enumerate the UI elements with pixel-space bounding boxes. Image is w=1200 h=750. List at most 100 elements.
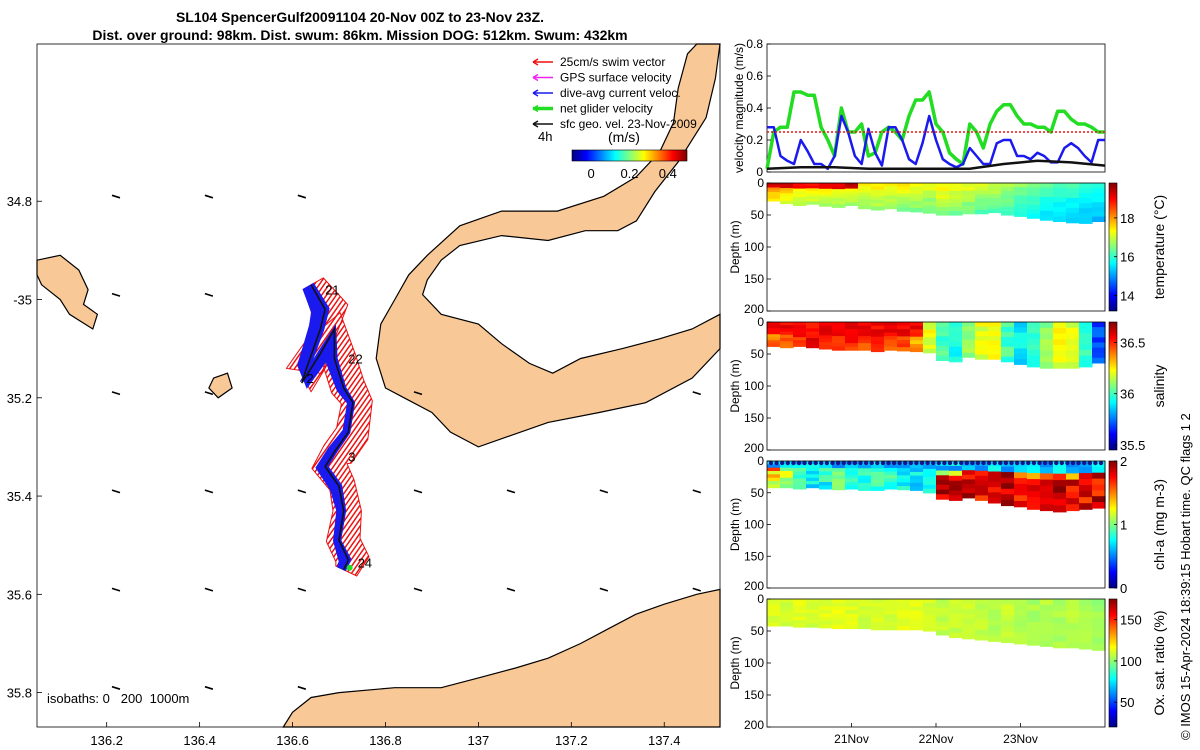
profile-cell xyxy=(1066,641,1080,649)
profile-cell xyxy=(1053,635,1067,643)
profile-cell xyxy=(1027,350,1041,357)
land-wedge-island xyxy=(36,254,99,330)
profile-cell xyxy=(1066,611,1080,618)
profile-cell xyxy=(1040,215,1054,221)
profile-cell xyxy=(1053,473,1067,481)
profile-cell xyxy=(975,490,989,496)
colorbar-oxygen xyxy=(1108,598,1118,728)
profile-cell xyxy=(1040,187,1054,193)
profile-cell xyxy=(845,197,859,201)
profile-cell xyxy=(1092,631,1106,638)
profile-cell xyxy=(1027,213,1041,219)
depth-axis-label: Depth (m) xyxy=(728,220,742,273)
depth-tick-label: 50 xyxy=(751,486,765,500)
profile-cell xyxy=(936,336,950,342)
profile-cell xyxy=(1027,361,1041,368)
surface-sample-dot xyxy=(919,460,925,466)
profile-cell xyxy=(1040,350,1054,358)
profile-cell xyxy=(806,599,820,604)
profile-cell xyxy=(767,187,781,191)
depth-tick-label: 150 xyxy=(744,688,764,702)
surface-sample-dot xyxy=(964,460,969,466)
land-small-island xyxy=(208,372,233,399)
profile-cell xyxy=(1040,192,1054,198)
profile-cell xyxy=(845,624,859,630)
profile-cell xyxy=(832,478,846,484)
map-y-tick-label: 35.6 xyxy=(7,587,32,602)
profile-cell xyxy=(910,336,924,341)
profile-cell xyxy=(910,464,924,469)
profile-cell xyxy=(988,335,1002,342)
profile-cell xyxy=(1053,192,1067,198)
profile-cell xyxy=(1079,642,1093,650)
profile-cell xyxy=(793,185,807,190)
profile-cell xyxy=(819,624,833,629)
profile-cell xyxy=(910,606,924,612)
map-land xyxy=(36,43,721,728)
profile-cell xyxy=(767,183,781,186)
profile-cell xyxy=(1014,348,1028,355)
profile-cell xyxy=(988,354,1002,360)
legend-item-label: net glider velocity xyxy=(560,102,653,116)
profile-cell xyxy=(949,195,963,200)
profile-cell xyxy=(1014,203,1028,209)
profile-cell xyxy=(832,471,846,476)
profile-cell xyxy=(975,624,989,631)
profile-cell xyxy=(1066,327,1080,335)
profile-cell xyxy=(845,343,859,348)
profile-cell xyxy=(1053,467,1067,475)
profile-cell xyxy=(793,468,807,473)
profile-cell xyxy=(1053,322,1067,329)
profile-cell xyxy=(1066,207,1080,214)
profile-cell xyxy=(936,480,950,486)
sfc-velocity-vector xyxy=(692,391,702,396)
profile-cell xyxy=(1001,356,1015,363)
profile-cell xyxy=(1079,218,1093,224)
profile-cell xyxy=(871,599,885,604)
profile-cell xyxy=(1014,604,1028,611)
profile-cell xyxy=(845,332,859,337)
profile-cell xyxy=(832,599,846,604)
profile-cell xyxy=(806,198,820,202)
profile-cell xyxy=(1027,616,1041,623)
profile-cell xyxy=(1079,198,1093,204)
surface-sample-dot xyxy=(808,460,813,466)
profile-cell xyxy=(949,480,963,487)
colorbar-tick-label: 36.5 xyxy=(1120,335,1145,350)
profile-cell xyxy=(936,603,950,609)
profile-cell xyxy=(871,475,885,480)
map-colorbar xyxy=(571,149,688,162)
profile-cell xyxy=(1027,344,1041,351)
profile-cell xyxy=(1001,211,1015,216)
profile-cell xyxy=(1092,478,1106,486)
profile-cell xyxy=(845,485,859,490)
profile-cell xyxy=(1014,472,1028,479)
profile-cell xyxy=(923,205,937,210)
profile-cell xyxy=(1014,327,1028,334)
profile-cell xyxy=(936,350,950,357)
map-x-tick-label: 136.4 xyxy=(183,733,216,748)
profile-cell xyxy=(806,471,820,475)
profile-cell xyxy=(1079,344,1093,351)
map-x-tick-label: 136.2 xyxy=(90,733,123,748)
profile-cell xyxy=(949,336,963,343)
profile-cell xyxy=(780,198,794,202)
profile-cell xyxy=(780,193,794,197)
profile-cell xyxy=(819,322,833,326)
profile-cell xyxy=(1027,209,1041,215)
surface-sample-dot xyxy=(953,460,958,466)
legend-item-label: dive-avg current veloc. xyxy=(560,86,681,100)
profile-cell xyxy=(1053,187,1067,194)
profile-cell xyxy=(897,204,911,209)
profile-cell xyxy=(1066,322,1080,329)
profile-cell xyxy=(845,482,859,487)
profile-cell xyxy=(988,497,1002,504)
sfc-velocity-vector xyxy=(204,292,214,297)
profile-cell xyxy=(767,328,781,332)
colorbar-tick-label: 2 xyxy=(1120,454,1127,469)
profile-cell xyxy=(806,188,820,192)
profile-cell xyxy=(832,464,846,469)
profile-cell xyxy=(949,187,963,192)
profile-cell xyxy=(897,200,911,205)
profile-cell xyxy=(962,608,976,615)
